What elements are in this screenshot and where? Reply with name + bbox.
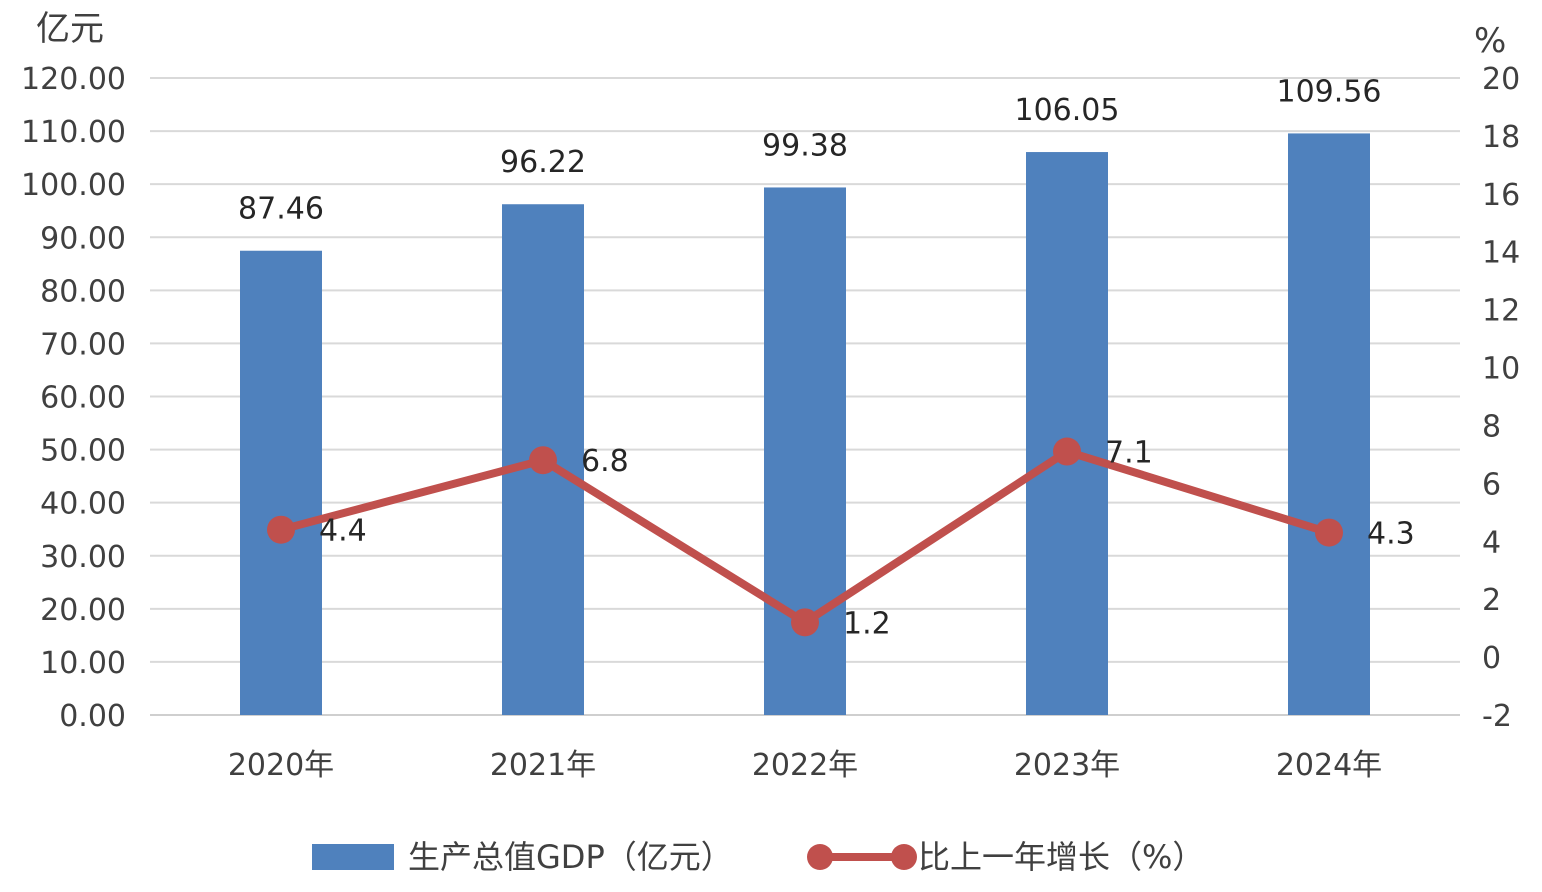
left-axis-tick-label: 50.00 [40, 434, 126, 469]
growth-point [1053, 437, 1081, 466]
x-axis-tick-label: 2022年 [752, 748, 858, 783]
right-axis-tick-label: 4 [1482, 525, 1501, 560]
bar [1026, 152, 1108, 715]
left-axis-tick-label: 100.00 [21, 168, 126, 203]
legend-label-gdp: 生产总值GDP（亿元） [408, 838, 733, 876]
x-axis-tick-label: 2021年 [490, 748, 596, 783]
right-axis-unit: % [1474, 21, 1506, 61]
right-axis-tick-label: 8 [1482, 409, 1501, 444]
bar-data-label: 96.22 [500, 145, 586, 180]
left-axis-tick-label: 80.00 [40, 274, 126, 309]
right-axis-tick-label: 6 [1482, 467, 1501, 502]
line-data-label: 4.3 [1367, 517, 1415, 552]
right-axis-tick-label: 0 [1482, 641, 1501, 676]
left-axis-tick-label: 30.00 [40, 540, 126, 575]
right-axis-tick-label: 2 [1482, 583, 1501, 618]
left-axis-tick-label: 60.00 [40, 381, 126, 416]
bar [240, 250, 322, 716]
left-axis-tick-label: 120.00 [21, 62, 126, 97]
right-axis-tick-label: 12 [1482, 294, 1520, 329]
left-axis-tick-label: 70.00 [40, 327, 126, 362]
left-axis-tick-label: 10.00 [40, 646, 126, 681]
line-data-label: 1.2 [843, 606, 891, 641]
left-axis-unit: 亿元 [36, 9, 104, 49]
left-axis-tick-label: 0.00 [59, 699, 126, 734]
bar-data-label: 109.56 [1277, 74, 1382, 109]
line-series [267, 437, 1343, 637]
right-axis-tick-label: 18 [1482, 120, 1520, 155]
data-labels: 87.46 96.22 99.38 106.05 109.56 4.4 6.8 1.2 7.1 4… [238, 74, 1415, 641]
line-data-label: 7.1 [1105, 436, 1153, 471]
growth-point [267, 515, 295, 544]
left-axis-tick-label: 110.00 [21, 115, 126, 150]
left-axis-tick-label: 20.00 [40, 593, 126, 628]
left-axis-tick-label: 40.00 [40, 487, 126, 522]
axes: 亿元 % 0.00 10.00 20.00 30.00 40.00 50.00 60.00 7… [21, 9, 1520, 783]
x-axis-tick-label: 2023年 [1014, 748, 1120, 783]
legend: 生产总值GDP（亿元） 比上一年增长（%） [312, 838, 1204, 876]
growth-point [529, 446, 557, 475]
right-axis-tick-label: 20 [1482, 62, 1520, 97]
bar-data-label: 87.46 [238, 192, 324, 227]
right-axis-tick-label: -2 [1482, 699, 1512, 734]
legend-swatch-growth-marker-left [807, 844, 833, 870]
legend-swatch-growth-marker-right [891, 844, 917, 870]
right-axis-tick-label: 16 [1482, 178, 1520, 213]
line-data-label: 6.8 [581, 444, 629, 479]
legend-swatch-gdp [312, 844, 394, 870]
growth-point [791, 608, 819, 637]
right-axis-tick-label: 10 [1482, 352, 1520, 387]
x-axis-tick-label: 2020年 [228, 748, 334, 783]
bar [1288, 133, 1370, 715]
legend-label-growth: 比上一年增长（%） [918, 838, 1204, 876]
line-data-label: 4.4 [319, 514, 367, 549]
growth-point [1315, 518, 1343, 547]
left-axis-tick-label: 90.00 [40, 221, 126, 256]
bar-data-label: 106.05 [1015, 93, 1120, 128]
x-axis-tick-label: 2024年 [1276, 748, 1382, 783]
bar-data-label: 99.38 [762, 128, 848, 163]
right-axis-tick-label: 14 [1482, 236, 1520, 271]
